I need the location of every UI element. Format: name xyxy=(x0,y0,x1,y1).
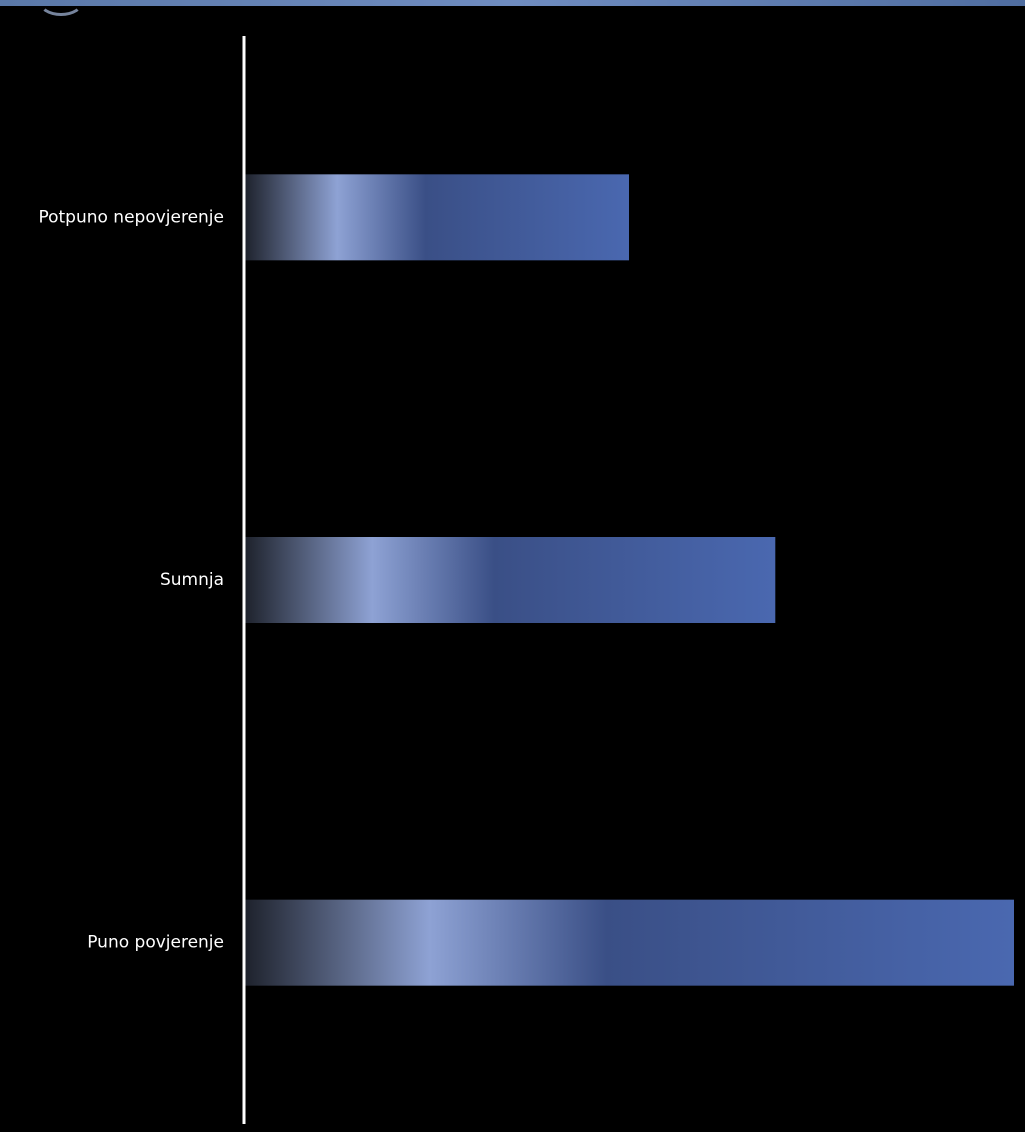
bars-layer xyxy=(245,174,1014,986)
bar-0 xyxy=(245,174,629,261)
top-banner xyxy=(0,0,1025,6)
category-label-0: Potpuno nepovjerenje xyxy=(38,207,224,227)
category-label-2: Puno povjerenje xyxy=(87,933,224,953)
banner-swoosh-decoration xyxy=(38,0,84,16)
category-labels-layer: Potpuno nepovjerenje Sumnja Puno povjerenj… xyxy=(38,207,224,952)
bar-1 xyxy=(245,537,776,623)
category-label-1: Sumnja xyxy=(160,570,224,590)
bar-2 xyxy=(245,899,1014,986)
